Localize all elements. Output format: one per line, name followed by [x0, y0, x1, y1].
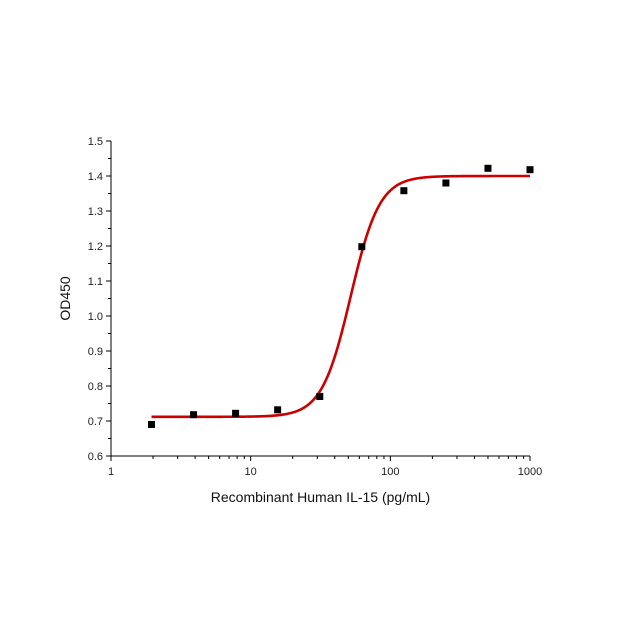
data-point [316, 393, 324, 400]
y-tick-label: 1.4 [88, 171, 103, 183]
y-tick-label: 0.6 [88, 451, 103, 463]
y-tick-label: 0.9 [88, 346, 103, 358]
y-tick-label: 1.3 [88, 206, 103, 218]
fit-curve [151, 174, 530, 419]
data-point [442, 179, 450, 187]
data-point [274, 406, 282, 414]
y-tick-label: 0.7 [88, 416, 103, 428]
x-tick-label: 1000 [518, 466, 542, 478]
x-tick-label: 1 [108, 466, 114, 478]
fit-curve-layer [151, 174, 530, 419]
data-point [400, 187, 408, 195]
data-point [190, 411, 198, 419]
y-tick-label: 1.5 [88, 136, 103, 148]
x-tick-label: 100 [381, 466, 399, 478]
axes: 0.6 0.7 0.8 0.9 1.0 1.1 1.2 1.3 1.4 1.5 1 10 100 1000 [88, 136, 543, 478]
data-point [484, 164, 492, 172]
y-tick-label: 1.0 [88, 311, 103, 323]
y-axis-title: OD450 [57, 276, 73, 321]
data-point [358, 243, 366, 251]
x-axis-title: Recombinant Human IL-15 (pg/mL) [211, 489, 430, 505]
data-point [148, 421, 156, 428]
data-points-layer [148, 164, 534, 428]
data-point [232, 409, 240, 417]
data-point [526, 166, 534, 174]
y-tick-label: 0.8 [88, 381, 103, 393]
x-tick-label: 10 [245, 466, 257, 478]
y-tick-label: 1.1 [88, 276, 103, 288]
y-tick-label: 1.2 [88, 241, 103, 253]
